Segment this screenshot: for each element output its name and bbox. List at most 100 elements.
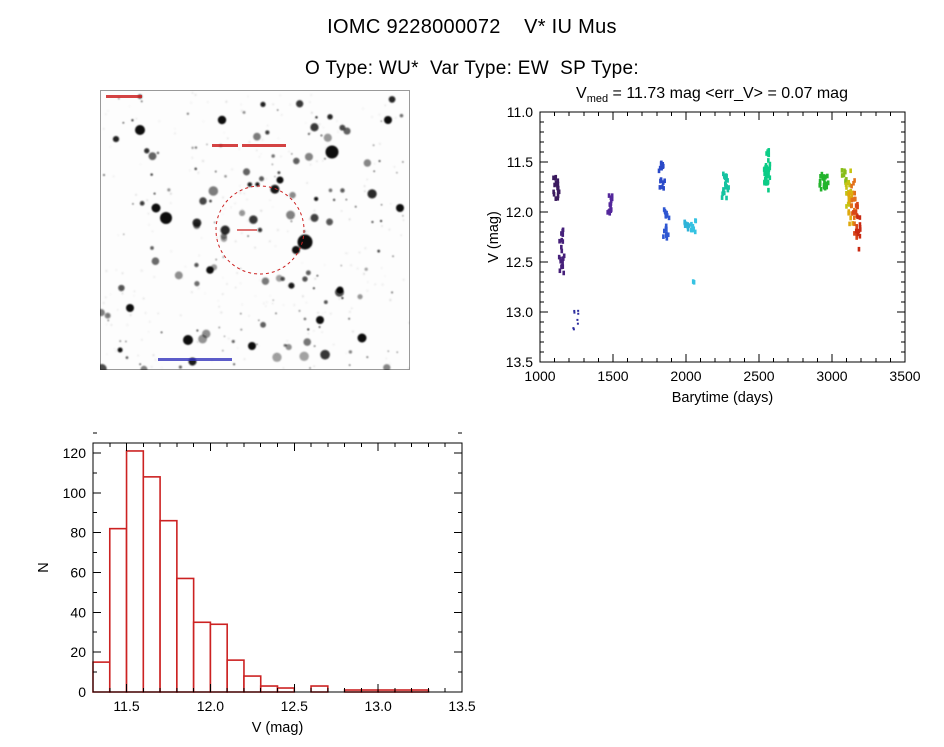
lightcurve-title-rest: = 11.73 mag <err_V> = 0.07 mag — [608, 85, 848, 102]
data-point — [554, 196, 558, 201]
data-point — [556, 178, 560, 184]
x-tick-label: 11.5 — [113, 698, 139, 714]
y-tick-label: 20 — [70, 644, 86, 660]
hist-bar — [243, 675, 262, 693]
target-star — [257, 227, 263, 233]
data-point — [855, 235, 858, 240]
x-axis-label: V (mag) — [252, 720, 304, 736]
data-point — [561, 232, 565, 237]
hist-bar — [310, 685, 329, 693]
data-point — [561, 256, 565, 261]
y-tick-label: 80 — [70, 525, 86, 541]
data-point — [847, 192, 850, 197]
hist-bar — [192, 621, 212, 693]
data-point — [847, 199, 851, 204]
data-point — [767, 171, 770, 176]
data-point — [825, 182, 828, 187]
data-point — [851, 190, 855, 196]
data-point — [558, 268, 562, 274]
data-point — [726, 187, 730, 193]
data-points — [552, 148, 862, 331]
data-point — [691, 224, 694, 230]
data-point — [856, 231, 860, 237]
data-point — [852, 197, 856, 202]
data-point — [845, 185, 848, 190]
data-point — [852, 215, 856, 220]
data-point — [844, 182, 848, 187]
stars — [100, 91, 410, 370]
data-point — [850, 197, 854, 203]
data-point — [849, 168, 852, 174]
data-point — [723, 175, 727, 181]
data-point — [853, 221, 856, 227]
y-tick-label: 11.5 — [507, 154, 533, 170]
data-point — [851, 221, 855, 226]
data-point — [826, 180, 830, 186]
data-point — [843, 168, 846, 174]
data-point — [724, 181, 727, 187]
data-point — [560, 231, 563, 236]
data-point — [842, 172, 846, 178]
data-point — [846, 201, 850, 207]
data-point — [849, 215, 852, 221]
data-point — [560, 248, 564, 254]
data-point — [664, 233, 668, 238]
data-point — [855, 231, 858, 236]
data-point — [853, 190, 857, 196]
data-point — [856, 201, 859, 207]
target-circle — [215, 185, 305, 275]
data-point — [721, 191, 724, 197]
lightcurve-plot: 1000 1500 2000 2500 3000 3500 11.0 11.5 12.0 12.5… — [486, 104, 921, 406]
lightcurve-title-sub: med — [586, 93, 609, 106]
data-point — [854, 228, 858, 234]
data-point — [573, 311, 576, 314]
data-point — [858, 222, 862, 227]
data-point — [665, 213, 669, 218]
data-point — [661, 184, 664, 190]
data-point — [853, 178, 856, 183]
data-point — [767, 158, 770, 163]
data-point — [562, 253, 566, 259]
data-point — [847, 179, 850, 185]
x-tick-label: 12.5 — [281, 698, 308, 714]
data-point — [847, 209, 851, 214]
data-point — [840, 173, 844, 178]
data-point — [762, 167, 766, 172]
finder-annotation-top — [106, 95, 142, 98]
data-point — [608, 210, 612, 216]
x-tick-label: 12.0 — [197, 698, 224, 714]
data-point — [554, 174, 558, 180]
data-point — [558, 238, 561, 244]
data-point — [559, 256, 562, 262]
data-point — [722, 187, 725, 192]
data-point — [763, 176, 767, 182]
data-point — [850, 183, 853, 189]
data-point — [845, 191, 849, 196]
hist-bars — [92, 450, 430, 693]
data-point — [725, 195, 728, 201]
data-point — [556, 189, 560, 195]
data-point — [765, 168, 769, 174]
page-subtitle: O Type: WU* Var Type: EW SP Type: — [305, 58, 639, 79]
data-point — [844, 178, 847, 184]
data-point — [661, 180, 665, 185]
data-point — [726, 178, 729, 183]
data-point — [559, 258, 562, 264]
data-point — [687, 223, 691, 228]
data-point — [609, 208, 613, 214]
data-point — [686, 226, 690, 232]
data-point — [556, 182, 559, 188]
data-point — [724, 184, 728, 189]
data-point — [683, 223, 687, 229]
y-tick-label: 120 — [63, 445, 87, 461]
data-point — [850, 193, 854, 199]
data-point — [856, 204, 859, 210]
data-point — [608, 208, 611, 214]
data-point — [848, 221, 851, 227]
data-point — [661, 161, 665, 167]
x-tick-label: 13.0 — [365, 698, 392, 714]
data-point — [768, 161, 772, 167]
data-point — [609, 195, 613, 200]
data-point — [556, 185, 559, 191]
